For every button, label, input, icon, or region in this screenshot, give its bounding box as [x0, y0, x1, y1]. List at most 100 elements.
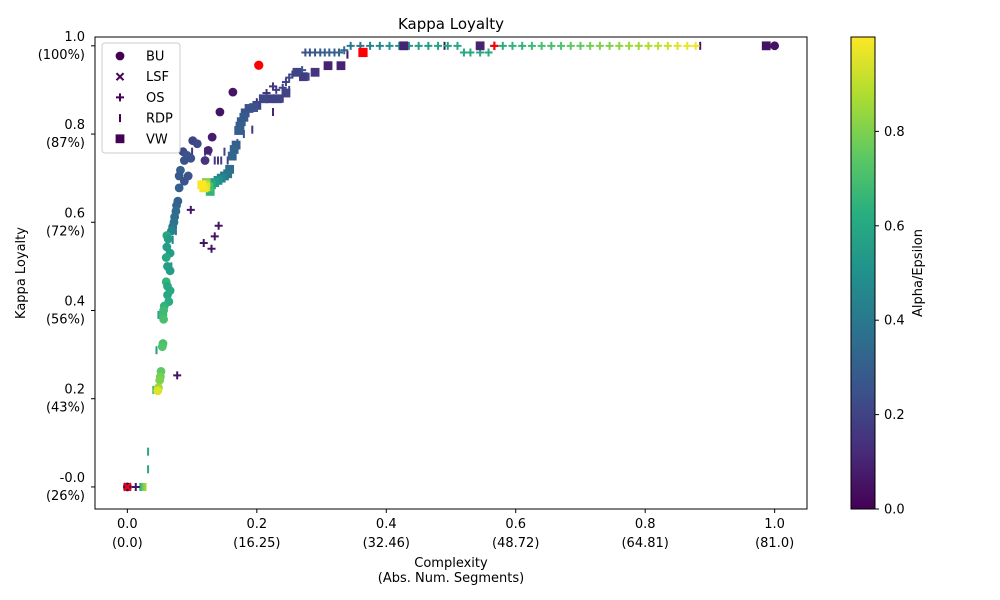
point-os-59: [644, 41, 653, 50]
colorbar-label: Alpha/Epsilon: [911, 229, 926, 317]
x-tick-label: 0.4: [376, 517, 397, 532]
point-bu-46: [155, 375, 165, 385]
point-bu-3: [228, 87, 238, 97]
point-bu-13: [179, 156, 189, 165]
y-tick-label: 0.4: [64, 294, 85, 309]
legend-label-vw: VW: [146, 132, 168, 147]
point-os-53: [586, 41, 595, 50]
chart-title: Kappa Loyalty: [398, 15, 504, 33]
point-os-5: [210, 232, 219, 241]
y-tick-sublabel: (87%): [46, 136, 85, 151]
point-os-32: [385, 41, 394, 50]
point-vw-12: [258, 94, 268, 104]
colorbar-ticks: 0.0 0.2 0.4 0.6 0.8: [875, 125, 905, 518]
point-os-26: [335, 48, 344, 57]
point-os-45: [508, 41, 517, 50]
point-os-57: [625, 41, 633, 50]
point-vw-15: [244, 104, 254, 113]
point-os-14: [281, 77, 290, 86]
y-axis-ticks: -0.0 (26%) 0.2 (43%) 0.4 (56%) 0.6 (72%) 0.8 (87%…: [38, 30, 95, 504]
point-os-48: [537, 41, 546, 50]
highlighted-points: [122, 41, 499, 492]
point-os-56: [615, 41, 624, 50]
point-vw-17: [239, 112, 249, 122]
y-tick-sublabel: (26%): [46, 489, 85, 504]
y-tick-sublabel: (43%): [46, 401, 85, 416]
point-os-2: [186, 205, 195, 214]
point-vw-7: [299, 72, 308, 82]
point-os-61: [663, 41, 672, 50]
x-axis-ticks: 0.0 (0.0) 0.2 (16.25) 0.4 (32.46) 0.6 (48.72) 0.…: [112, 509, 794, 551]
x-axis-label: Complexity: [414, 556, 488, 571]
colorbar-tick-label: 0.0: [884, 503, 905, 518]
point-os-43: [484, 48, 493, 57]
point-bu-1: [770, 41, 780, 51]
point-bu-27: [163, 234, 173, 244]
legend-marker-os: [116, 93, 124, 102]
highlight-point-lsf: [122, 482, 132, 492]
colorbar-tick-label: 0.2: [884, 408, 905, 423]
point-os-37: [434, 41, 443, 50]
colorbar-tick-label: 0.4: [884, 314, 905, 329]
point-os-52: [576, 41, 585, 50]
point-os-30: [366, 41, 375, 50]
legend-frame: [101, 42, 181, 154]
point-vw-18: [236, 117, 246, 127]
point-vw-8: [292, 67, 302, 77]
point-vw-37: [197, 180, 207, 190]
point-bu-8: [192, 139, 202, 149]
point-vw-20: [234, 126, 244, 135]
y-tick-sublabel: (100%): [38, 48, 85, 63]
y-tick-label: -0.0: [60, 471, 85, 486]
x-tick-label: 0.2: [246, 517, 267, 532]
highlight-point-bu: [254, 60, 264, 70]
colorbar-tick-label: 0.8: [884, 125, 905, 140]
point-os-58: [634, 41, 643, 50]
legend-marker-bu: [115, 51, 125, 61]
x-tick-sublabel: (0.0): [112, 536, 143, 551]
point-vw-11: [265, 94, 275, 104]
point-vw-10: [273, 94, 282, 104]
point-os-44: [498, 41, 507, 50]
point-os-38: [443, 41, 452, 50]
point-os-50: [557, 41, 566, 50]
y-tick-label: 0.6: [64, 206, 85, 221]
colorbar-tick-label: 0.6: [884, 219, 905, 234]
x-tick-sublabel: (48.72): [492, 536, 539, 551]
x-tick-sublabel: (81.0): [755, 536, 794, 551]
point-vw-24: [225, 164, 235, 174]
plot-frame: [94, 36, 808, 510]
point-bu-48: [153, 386, 163, 396]
point-bu-30: [161, 253, 171, 262]
point-os-0: [131, 482, 140, 491]
point-vw-1: [399, 41, 409, 51]
legend-label-os: OS: [146, 91, 164, 106]
point-os-1: [173, 371, 182, 380]
point-bu-5: [207, 132, 217, 142]
data-points: [122, 41, 780, 492]
point-vw-16: [240, 108, 250, 118]
point-vw-5: [336, 61, 346, 71]
highlight-point-vw: [358, 47, 368, 58]
legend-marker-vw: [115, 134, 125, 144]
point-vw-2: [475, 41, 485, 51]
legend-label-rdp: RDP: [146, 112, 173, 127]
point-vw-4: [323, 61, 333, 71]
y-tick-sublabel: (56%): [46, 312, 85, 327]
point-os-49: [547, 41, 556, 50]
y-tick-label: 1.0: [64, 30, 85, 45]
point-bu-4: [215, 107, 225, 117]
x-tick-label: 0.0: [117, 517, 138, 532]
point-vw-23: [227, 151, 237, 161]
plot-area: [94, 36, 808, 510]
point-os-41: [466, 48, 475, 57]
point-vw-19: [235, 121, 245, 131]
point-os-62: [673, 41, 682, 50]
highlight-point-os: [490, 41, 499, 51]
point-os-3: [199, 239, 208, 248]
point-vw-31: [205, 186, 215, 196]
point-vw-22: [229, 145, 239, 154]
point-os-39: [453, 41, 462, 50]
point-bu-18: [174, 183, 184, 193]
point-bu-36: [163, 290, 172, 300]
